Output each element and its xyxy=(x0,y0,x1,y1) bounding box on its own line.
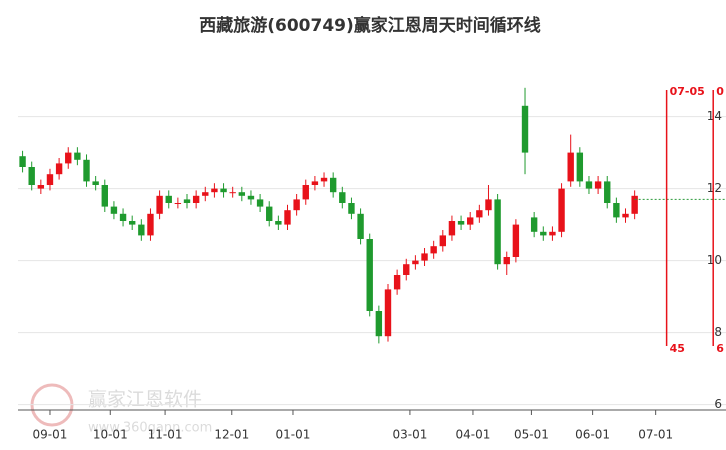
candle-body xyxy=(65,152,72,164)
candle-body xyxy=(101,185,108,207)
candle-body xyxy=(613,203,620,218)
candle-body xyxy=(540,231,547,236)
candle-body xyxy=(585,181,593,189)
candle-body xyxy=(128,221,136,225)
candle-body xyxy=(293,199,300,211)
chart-title: 西藏旅游(600749)赢家江恩周天时间循环线 xyxy=(199,15,541,36)
x-tick-label: 11-01 xyxy=(148,428,183,442)
candle-body xyxy=(28,167,35,185)
candle-body xyxy=(302,185,309,200)
candle-body xyxy=(110,206,118,214)
candle-body xyxy=(439,235,446,247)
candle-body xyxy=(37,185,45,189)
candle-body xyxy=(457,221,465,225)
candle-body xyxy=(357,213,364,239)
x-tick-label: 07-01 xyxy=(638,428,673,442)
candle-body xyxy=(558,188,565,232)
candle-body xyxy=(366,239,373,311)
y-tick-label: 12 xyxy=(707,181,722,195)
x-tick-label: 10-01 xyxy=(93,428,128,442)
y-tick-label: 10 xyxy=(707,253,722,267)
candle-body xyxy=(604,181,611,203)
candle-body xyxy=(576,152,584,182)
candle-body xyxy=(92,181,99,185)
candle-body xyxy=(622,213,629,218)
candle-body xyxy=(631,195,638,214)
candle-body xyxy=(275,221,282,225)
candle-body xyxy=(19,156,26,167)
candle-body xyxy=(503,257,510,265)
cycle-bottom-label: 45 xyxy=(670,342,685,355)
candle-body xyxy=(55,163,63,175)
x-tick-label: 06-01 xyxy=(575,428,610,442)
candle-body xyxy=(567,152,574,182)
candle-body xyxy=(467,217,474,225)
candle-body xyxy=(147,213,154,236)
candle-body xyxy=(266,206,273,221)
candle-body xyxy=(329,177,337,193)
candle-body xyxy=(393,275,401,290)
candle-body xyxy=(247,195,255,200)
y-tick-label: 14 xyxy=(707,109,722,123)
candle-body xyxy=(284,210,291,225)
candle-body xyxy=(320,177,328,182)
cycle-top-label: 07-05 xyxy=(670,85,705,98)
x-tick-label: 12-01 xyxy=(214,428,249,442)
candle-body xyxy=(403,264,410,275)
candle-body xyxy=(220,188,227,193)
candle-body xyxy=(485,199,492,211)
candle-body xyxy=(521,105,529,153)
candle-body xyxy=(183,199,191,203)
x-tick-label: 01-01 xyxy=(276,428,311,442)
candle-body xyxy=(448,221,456,236)
candle-body xyxy=(594,181,602,189)
candle-body xyxy=(476,210,483,218)
candle-body xyxy=(119,213,127,221)
cycle-top-label: 0 xyxy=(716,85,724,98)
candle-body xyxy=(138,224,145,236)
y-tick-label: 8 xyxy=(714,325,722,339)
y-tick-label: 6 xyxy=(714,397,722,411)
candle-body xyxy=(202,192,209,196)
candle-body xyxy=(530,217,538,232)
candle-body xyxy=(375,311,383,337)
candle-body xyxy=(256,199,264,207)
candle-body xyxy=(83,159,90,182)
x-tick-label: 03-01 xyxy=(392,428,427,442)
candle-body xyxy=(192,195,200,203)
cycle-bottom-label: 6 xyxy=(716,342,724,355)
candle-body xyxy=(430,246,437,254)
x-tick-label: 05-01 xyxy=(514,428,549,442)
candle-body xyxy=(348,203,355,214)
candle-body xyxy=(46,174,54,185)
candle-body xyxy=(549,231,556,236)
x-tick-label: 04-01 xyxy=(456,428,491,442)
candle-body xyxy=(384,289,392,337)
candle-body xyxy=(174,203,182,204)
candle-body xyxy=(311,181,319,185)
candle-body xyxy=(421,253,428,261)
candle-body xyxy=(74,152,81,160)
candle-body xyxy=(494,199,501,265)
candle-body xyxy=(211,188,218,193)
watermark-url: www.360gann.com xyxy=(88,421,212,436)
candle-body xyxy=(156,195,163,214)
candle-body xyxy=(339,192,346,203)
candle-body xyxy=(229,192,236,194)
candle-body xyxy=(412,260,419,265)
candle-body xyxy=(238,192,246,196)
watermark-name: 赢家江恩软件 xyxy=(88,389,202,411)
candle-body xyxy=(512,224,520,257)
candle-body xyxy=(165,195,172,203)
x-tick-label: 09-01 xyxy=(33,428,68,442)
